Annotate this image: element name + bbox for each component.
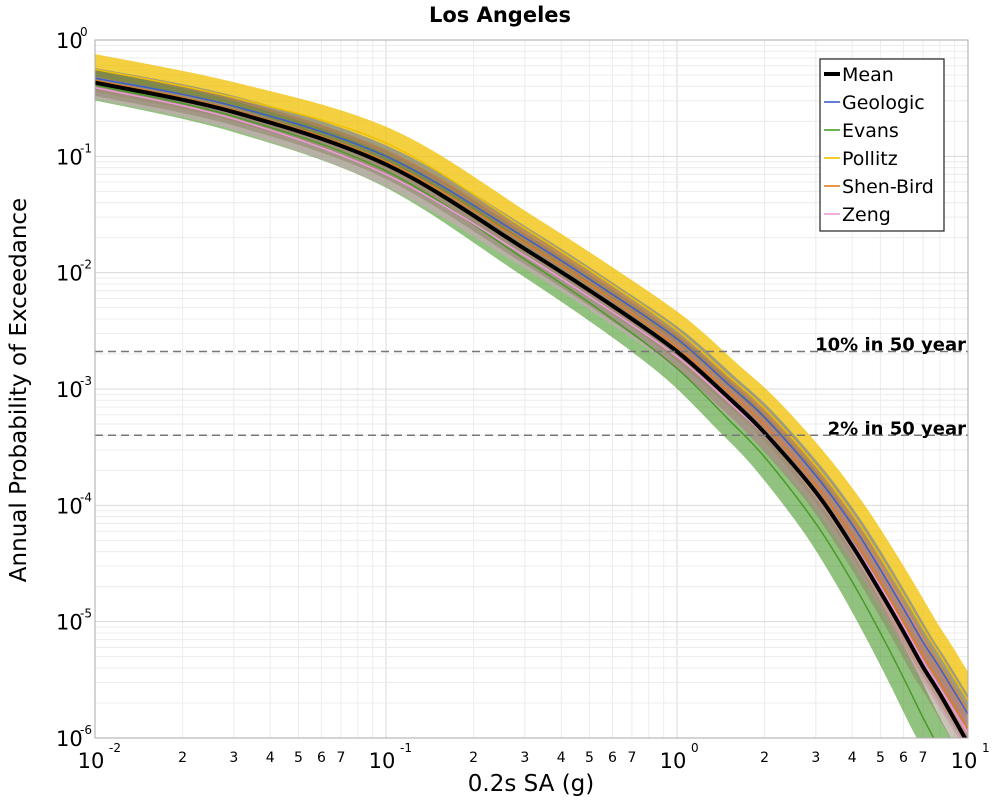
y-tick-label: 10 <box>56 727 83 751</box>
x-minor-tick-label: 3 <box>520 750 529 766</box>
y-tick-exponent: 0 <box>80 25 88 39</box>
x-minor-tick-label: 2 <box>178 750 187 766</box>
x-minor-tick-label: 5 <box>294 750 303 766</box>
x-axis-label: 0.2s SA (g) <box>468 771 595 797</box>
y-tick-label: 10 <box>56 378 83 402</box>
reference-lines: 10% in 50 year 2% in 50 year <box>95 335 968 439</box>
x-minor-tick-label: 7 <box>336 750 345 766</box>
y-tick-label: 10 <box>56 611 83 635</box>
x-minor-tick-label: 3 <box>229 750 238 766</box>
y-tick-label: 10 <box>56 145 83 169</box>
reference-line-label: 10% in 50 year <box>815 335 966 356</box>
series-lines <box>95 68 968 738</box>
x-tick-label: 10 <box>78 749 105 773</box>
y-tick-exponent: -1 <box>80 141 92 155</box>
x-minor-tick-label: 2 <box>469 750 478 766</box>
x-minor-tick-label: 7 <box>918 750 927 766</box>
x-minor-tick-label: 5 <box>876 750 885 766</box>
x-minor-tick-label: 6 <box>608 750 617 766</box>
y-tick-label: 10 <box>56 494 83 518</box>
x-minor-tick-label: 5 <box>585 750 594 766</box>
y-tick-exponent: -5 <box>80 607 92 621</box>
chart-title: Los Angeles <box>429 3 571 27</box>
x-minor-tick-label: 4 <box>557 750 566 766</box>
series-line-geologic <box>95 77 968 715</box>
x-tick-exponent: 1 <box>982 741 990 755</box>
x-minor-tick-label: 3 <box>811 750 820 766</box>
x-minor-tick-label: 4 <box>848 750 857 766</box>
y-tick-exponent: -6 <box>80 723 92 737</box>
x-tick-exponent: 0 <box>691 741 699 755</box>
x-minor-tick-label: 4 <box>266 750 275 766</box>
legend-entry: Zeng <box>842 204 891 226</box>
legend-box <box>819 58 945 232</box>
y-tick-exponent: -4 <box>80 490 92 504</box>
reference-line-label: 2% in 50 year <box>828 418 966 439</box>
legend-entry: Mean <box>842 64 894 86</box>
x-tick-label: 10 <box>951 749 978 773</box>
x-minor-tick-label: 6 <box>317 750 326 766</box>
series-line-zeng <box>95 86 968 734</box>
x-tick-exponent: -1 <box>400 741 412 755</box>
y-tick-label: 10 <box>56 29 83 53</box>
series-line-mean <box>95 80 968 738</box>
series-line-evans <box>95 84 935 738</box>
x-minor-tick-label: 7 <box>627 750 636 766</box>
legend-entry: Pollitz <box>842 148 898 170</box>
y-axis-label: Annual Probability of Exceedance <box>6 198 32 582</box>
legend-entry: Shen-Bird <box>842 176 934 198</box>
legend: Mean Geologic Evans Pollitz Shen-Bird Zeng <box>819 58 945 232</box>
legend-entry: Evans <box>842 120 899 142</box>
series-line-pollitz <box>95 68 968 701</box>
series-line-shen-bird <box>95 79 968 730</box>
x-minor-tick-label: 6 <box>899 750 908 766</box>
y-tick-exponent: -3 <box>80 374 92 388</box>
x-tick-label: 10 <box>369 749 396 773</box>
x-tick-label: 10 <box>660 749 687 773</box>
y-tick-exponent: -2 <box>80 258 92 272</box>
y-tick-label: 10 <box>56 262 83 286</box>
plot-frame <box>94 39 969 739</box>
legend-entry: Geologic <box>842 92 925 114</box>
x-tick-exponent: -2 <box>109 741 121 755</box>
x-minor-tick-label: 2 <box>760 750 769 766</box>
